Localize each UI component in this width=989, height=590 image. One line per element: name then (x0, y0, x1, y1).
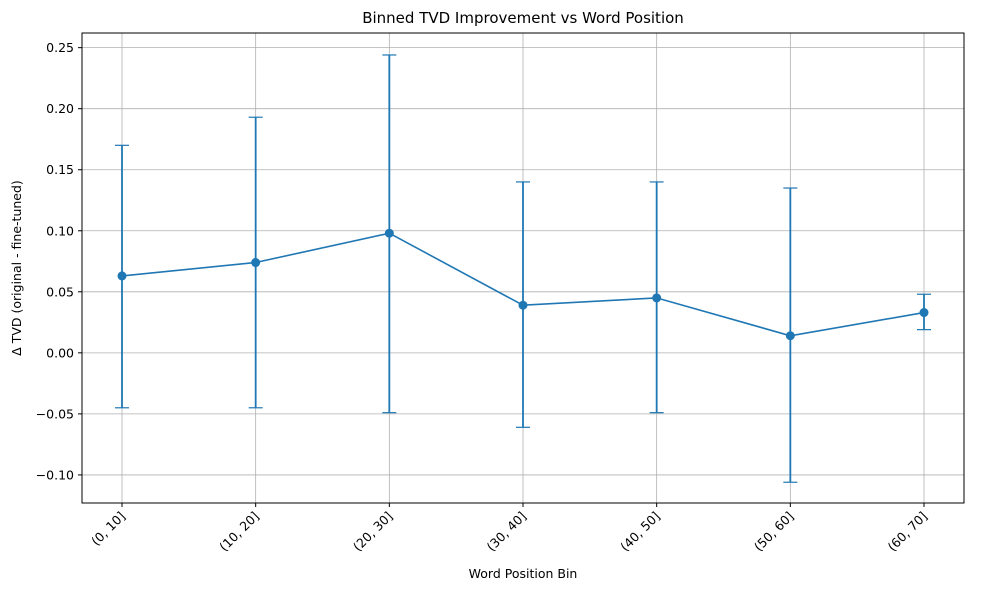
x-tick-label: (20, 30] (350, 509, 396, 555)
data-point (652, 293, 662, 303)
data-point (384, 228, 394, 238)
data-point (518, 300, 528, 310)
y-tick-label: 0.25 (46, 40, 74, 55)
y-tick-label: −0.05 (36, 406, 74, 421)
x-tick-label: (0, 10] (88, 509, 128, 549)
chart-title: Binned TVD Improvement vs Word Position (362, 9, 684, 27)
y-tick-label: 0.15 (46, 162, 74, 177)
y-axis: −0.10 −0.05 0.00 0.05 0.10 0.15 0.20 0.25 (36, 40, 82, 482)
y-tick-label: 0.20 (46, 101, 74, 116)
x-axis: (0, 10] (10, 20] (20, 30] (30, 40] (40, 50] (… (88, 503, 930, 554)
data-point (785, 331, 795, 341)
x-tick-label: (50, 60] (751, 509, 797, 555)
y-tick-label: 0.05 (46, 284, 74, 299)
y-tick-label: −0.10 (36, 467, 74, 482)
x-tick-label: (10, 20] (216, 509, 262, 555)
x-axis-label: Word Position Bin (469, 566, 578, 581)
x-tick-label: (30, 40] (484, 509, 530, 555)
x-tick-label: (40, 50] (617, 509, 663, 555)
y-tick-label: 0.00 (46, 345, 74, 360)
y-axis-label: Δ TVD (original - fine-tuned) (9, 180, 24, 356)
series-layer (115, 54, 931, 483)
data-point (251, 258, 261, 268)
data-point (117, 271, 127, 281)
data-point (919, 308, 929, 318)
y-tick-label: 0.10 (46, 223, 74, 238)
x-tick-label: (60, 70] (885, 509, 931, 555)
